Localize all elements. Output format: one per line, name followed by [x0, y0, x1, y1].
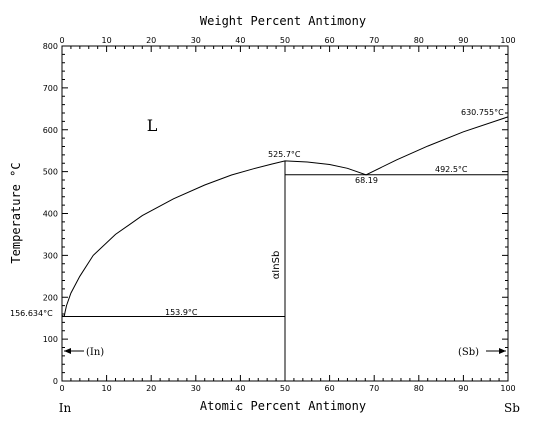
left-axis-tick-label: 0	[53, 377, 58, 386]
bottom-axis-tick-label: 40	[235, 384, 245, 393]
eutectic-high-annotation: 492.5°C	[435, 165, 468, 174]
insb-melting-annotation: 525.7°C	[268, 150, 301, 159]
insb-phase-label: αInSb	[271, 251, 282, 280]
left-axis-tick-label: 600	[43, 126, 58, 135]
left-element-label: In	[59, 401, 72, 415]
bottom-axis-tick-label: 0	[59, 384, 64, 393]
eutectic-low-annotation: 153.9°C	[165, 308, 198, 317]
left-axis-title: Temperature °C	[9, 162, 23, 263]
in-solid-label: (In)	[86, 347, 104, 358]
top-axis-tick-label: 70	[369, 36, 379, 45]
bottom-axis-tick-label: 50	[280, 384, 290, 393]
top-axis-tick-label: 10	[102, 36, 112, 45]
bottom-axis-tick-label: 10	[102, 384, 112, 393]
top-axis-tick-label: 90	[458, 36, 468, 45]
top-axis-tick-label: 40	[235, 36, 245, 45]
liquid-phase-label: L	[147, 116, 158, 135]
left-axis-tick-label: 200	[43, 293, 58, 302]
bottom-axis-tick-label: 70	[369, 384, 379, 393]
bottom-axis-tick-label: 30	[191, 384, 201, 393]
left-axis-tick-label: 800	[43, 42, 58, 51]
top-axis-title: Weight Percent Antimony	[200, 14, 366, 28]
right-axis-ticks	[502, 45, 508, 382]
left-axis-tick-label: 300	[43, 251, 58, 260]
bottom-axis-tick-label: 20	[146, 384, 156, 393]
top-axis-tick-label: 50	[280, 36, 290, 45]
bottom-axis-tick-label: 100	[500, 384, 515, 393]
bottom-axis-tick-label: 90	[458, 384, 468, 393]
sb-solid-label: (Sb)	[458, 347, 479, 358]
sb-melting-annotation: 630.755°C	[461, 108, 504, 117]
top-axis-tick-label: 0	[59, 36, 64, 45]
top-axis-tick-label: 20	[146, 36, 156, 45]
bottom-axis-tick-label: 60	[325, 384, 335, 393]
in-arrow-head	[64, 348, 71, 354]
top-axis-ticks: 0 10 20 30 40 50 60 70 80 90 100	[59, 36, 516, 52]
right-element-label: Sb	[504, 401, 520, 415]
top-axis-tick-label: 100	[500, 36, 515, 45]
left-axis-tick-label: 100	[43, 335, 58, 344]
eutectic-high-composition: 68.19	[355, 176, 378, 185]
bottom-axis-ticks: 0 10 20 30 40 50 60 70 80 90 100	[59, 375, 516, 393]
left-axis-tick-label: 500	[43, 168, 58, 177]
top-axis-tick-label: 60	[325, 36, 335, 45]
top-axis-tick-label: 30	[191, 36, 201, 45]
top-axis-tick-label: 80	[414, 36, 424, 45]
liquidus-curve	[63, 116, 509, 317]
in-melting-annotation: 156.634°C	[10, 309, 53, 318]
left-axis-tick-label: 400	[43, 210, 58, 219]
bottom-axis-title: Atomic Percent Antimony	[200, 399, 366, 413]
left-axis-tick-label: 700	[43, 84, 58, 93]
bottom-axis-tick-label: 80	[414, 384, 424, 393]
sb-arrow-head	[499, 348, 506, 354]
left-axis-ticks: 0 100 200 300 400 500 600 700 800	[43, 42, 68, 386]
in-solidus-line	[61, 314, 65, 317]
